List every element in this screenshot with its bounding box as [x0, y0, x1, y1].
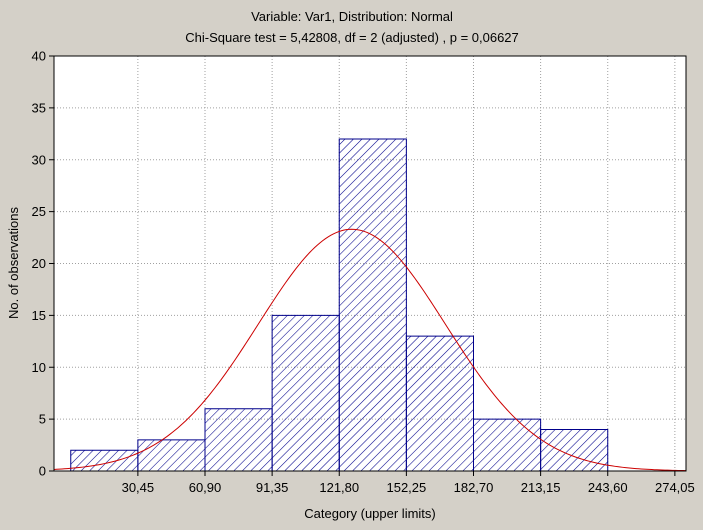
y-tick-label: 10	[32, 360, 46, 375]
x-tick-label: 30,45	[122, 480, 155, 495]
histogram-bar	[540, 429, 609, 472]
x-tick-label: 274,05	[655, 480, 695, 495]
histogram-bar	[405, 335, 474, 472]
x-tick-label: 152,25	[386, 480, 426, 495]
normal-fit-curve	[53, 228, 687, 472]
chart-subtitle: Chi-Square test = 5,42808, df = 2 (adjus…	[185, 30, 519, 45]
x-tick-label: 213,15	[521, 480, 561, 495]
x-tick-label: 121,80	[319, 480, 359, 495]
y-tick-label: 5	[39, 412, 46, 427]
x-tick-label: 182,70	[454, 480, 494, 495]
y-tick-label: 20	[32, 256, 46, 271]
y-axis-label: No. of observations	[6, 207, 21, 320]
histogram-bar	[271, 314, 340, 472]
chart-title: Variable: Var1, Distribution: Normal	[251, 9, 453, 24]
histogram-bars	[70, 138, 609, 472]
y-tick-label: 40	[32, 49, 46, 64]
y-tick-label: 0	[39, 464, 46, 479]
y-tick-label: 25	[32, 204, 46, 219]
x-tick-label: 91,35	[256, 480, 289, 495]
histogram-bar	[137, 439, 206, 472]
x-axis-label: Category (upper limits)	[304, 506, 436, 521]
x-tick-label: 243,60	[588, 480, 628, 495]
histogram-bar	[338, 138, 407, 472]
histogram-bar	[70, 449, 139, 472]
y-tick-label: 30	[32, 152, 46, 167]
y-axis-ticks: 0 5 10 15 20 25 30 35 40	[32, 49, 54, 479]
x-axis-ticks: 30,45 60,90 91,35 121,80 152,25 182,70 213,15 2…	[122, 471, 695, 495]
histogram-bar	[204, 408, 273, 472]
x-tick-label: 60,90	[189, 480, 222, 495]
y-tick-label: 15	[32, 308, 46, 323]
histogram-bar	[472, 418, 542, 472]
y-tick-label: 35	[32, 100, 46, 115]
